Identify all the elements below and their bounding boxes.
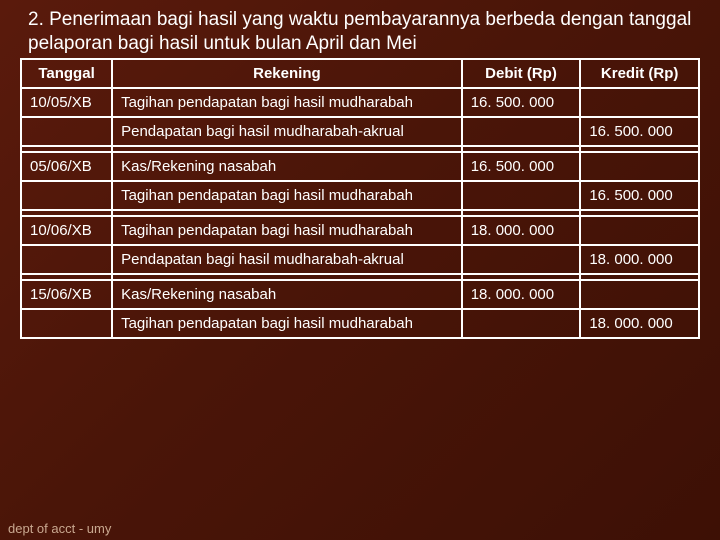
slide-heading: 2. Penerimaan bagi hasil yang waktu pemb… (0, 0, 720, 56)
cell-account: Pendapatan bagi hasil mudharabah-akrual (112, 245, 462, 274)
cell-account: Tagihan pendapatan bagi hasil mudharabah (112, 181, 462, 210)
cell-account: Pendapatan bagi hasil mudharabah-akrual (112, 117, 462, 146)
footer-text: dept of acct - umy (8, 521, 111, 536)
table-row: 05/06/XBKas/Rekening nasabah16. 500. 000 (21, 152, 699, 181)
cell-credit: 16. 500. 000 (580, 181, 699, 210)
cell-debit: 16. 500. 000 (462, 152, 581, 181)
cell-credit (580, 216, 699, 245)
cell-date (21, 117, 112, 146)
cell-date: 05/06/XB (21, 152, 112, 181)
table-row: 10/06/XBTagihan pendapatan bagi hasil mu… (21, 216, 699, 245)
cell-credit (580, 280, 699, 309)
cell-debit (462, 117, 581, 146)
cell-account: Tagihan pendapatan bagi hasil mudharabah (112, 88, 462, 117)
table-header-row: Tanggal Rekening Debit (Rp) Kredit (Rp) (21, 59, 699, 88)
cell-account: Kas/Rekening nasabah (112, 280, 462, 309)
cell-debit (462, 245, 581, 274)
table-row: Pendapatan bagi hasil mudharabah-akrual 1… (21, 245, 699, 274)
cell-debit (462, 309, 581, 338)
cell-credit: 18. 000. 000 (580, 245, 699, 274)
cell-account: Tagihan pendapatan bagi hasil mudharabah (112, 309, 462, 338)
table-row: Tagihan pendapatan bagi hasil mudharabah… (21, 309, 699, 338)
cell-date (21, 245, 112, 274)
table-row: Pendapatan bagi hasil mudharabah-akrual 1… (21, 117, 699, 146)
cell-credit (580, 88, 699, 117)
cell-date: 15/06/XB (21, 280, 112, 309)
cell-date: 10/05/XB (21, 88, 112, 117)
journal-table: Tanggal Rekening Debit (Rp) Kredit (Rp) … (20, 58, 700, 339)
cell-debit (462, 181, 581, 210)
col-header-account: Rekening (112, 59, 462, 88)
cell-date (21, 181, 112, 210)
table-row: 15/06/XBKas/Rekening nasabah18. 000. 000 (21, 280, 699, 309)
cell-debit: 18. 000. 000 (462, 280, 581, 309)
table-row: 10/05/XBTagihan pendapatan bagi hasil mu… (21, 88, 699, 117)
table-row: Tagihan pendapatan bagi hasil mudharabah… (21, 181, 699, 210)
col-header-debit: Debit (Rp) (462, 59, 581, 88)
cell-debit: 16. 500. 000 (462, 88, 581, 117)
cell-account: Kas/Rekening nasabah (112, 152, 462, 181)
cell-credit (580, 152, 699, 181)
cell-account: Tagihan pendapatan bagi hasil mudharabah (112, 216, 462, 245)
cell-date (21, 309, 112, 338)
cell-credit: 18. 000. 000 (580, 309, 699, 338)
cell-credit: 16. 500. 000 (580, 117, 699, 146)
cell-debit: 18. 000. 000 (462, 216, 581, 245)
col-header-credit: Kredit (Rp) (580, 59, 699, 88)
cell-date: 10/06/XB (21, 216, 112, 245)
col-header-date: Tanggal (21, 59, 112, 88)
